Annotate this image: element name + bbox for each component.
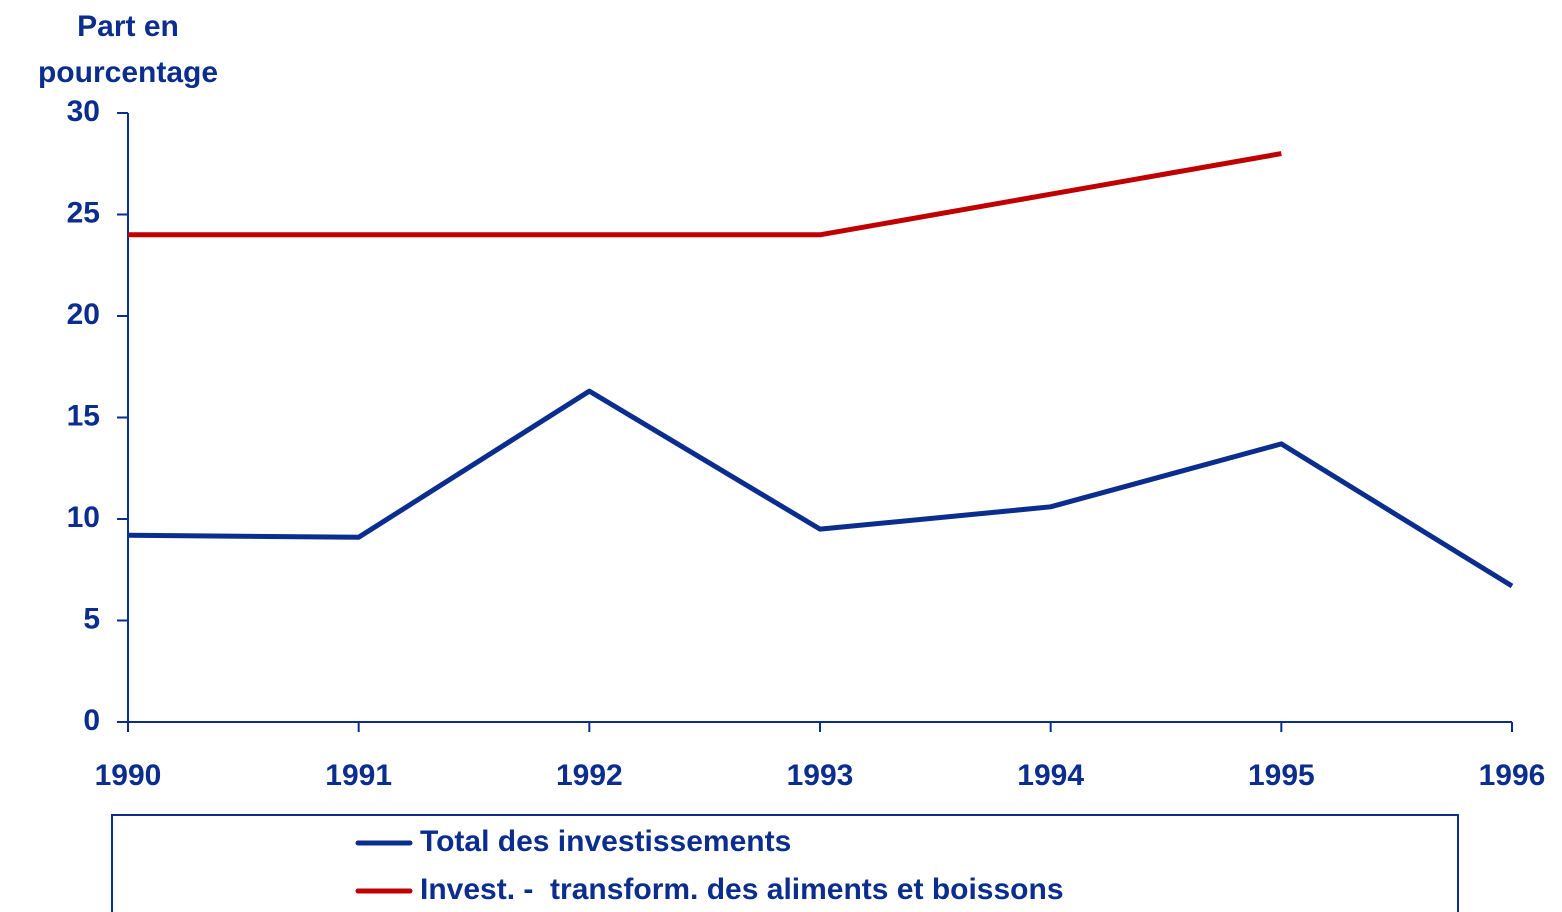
legend-box bbox=[111, 814, 1459, 912]
x-tick-label: 1991 bbox=[325, 759, 392, 792]
series-line bbox=[127, 388, 1514, 589]
y-tick-label: 20 bbox=[67, 298, 100, 331]
y-tick-label: 5 bbox=[83, 602, 100, 635]
legend-label: Total des investissements bbox=[420, 825, 791, 858]
y-tick-label: 15 bbox=[67, 399, 100, 432]
x-tick-label: 1995 bbox=[1248, 759, 1315, 792]
x-tick-label: 1990 bbox=[95, 759, 162, 792]
x-tick-label: 1992 bbox=[556, 759, 623, 792]
series-line bbox=[128, 151, 1282, 238]
y-tick-label: 0 bbox=[83, 704, 100, 737]
x-tick-label: 1996 bbox=[1479, 759, 1546, 792]
y-tick-label: 30 bbox=[67, 95, 100, 128]
x-tick-label: 1993 bbox=[787, 759, 854, 792]
y-axis-label: Part en pourcentage bbox=[37, 10, 219, 89]
y-tick-label: 10 bbox=[67, 501, 100, 534]
y-tick-label: 25 bbox=[67, 196, 100, 229]
legend-label: Invest. - transform. des aliments et boi… bbox=[420, 873, 1064, 906]
x-tick-label: 1994 bbox=[1017, 759, 1084, 792]
